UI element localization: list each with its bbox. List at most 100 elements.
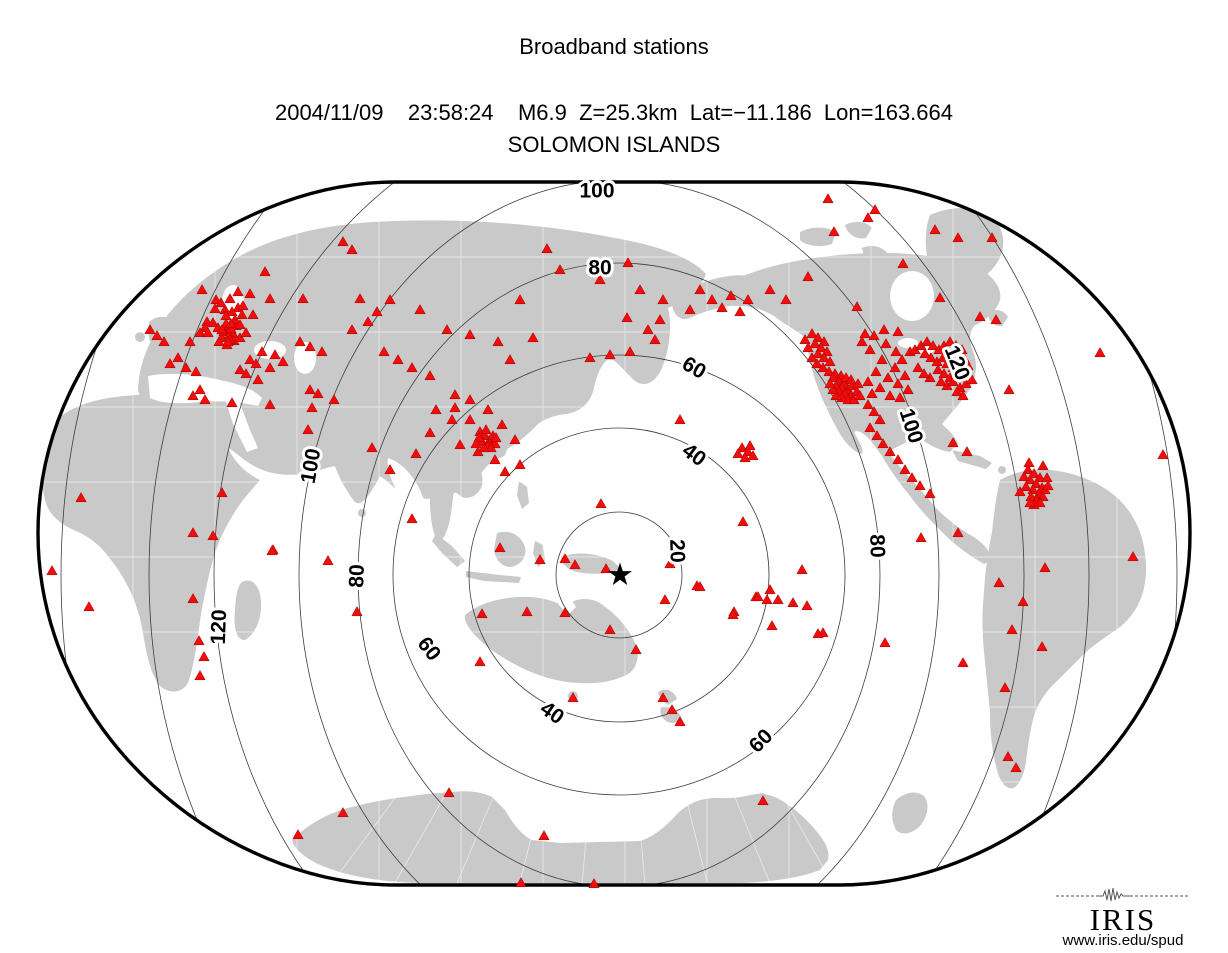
station-triangle: [694, 284, 706, 295]
station-triangle: [244, 288, 256, 299]
station-triangle: [812, 628, 824, 639]
station-triangle: [1022, 464, 1034, 475]
station-triangle: [874, 382, 886, 393]
station-triangle: [654, 314, 666, 325]
station-triangle: [485, 442, 497, 453]
station-triangle: [757, 795, 769, 806]
station-triangle: [924, 488, 936, 499]
iris-logo: IRIS www.iris.edu/spud: [1028, 887, 1218, 949]
landmass-sumatra: [432, 534, 465, 567]
station-triangle: [322, 555, 334, 566]
station-triangle: [918, 368, 930, 379]
station-triangle: [304, 341, 316, 352]
station-triangle: [1034, 472, 1046, 483]
station-triangle: [737, 516, 749, 527]
station-triangle: [897, 258, 909, 269]
contour-60: [392, 354, 846, 796]
station-triangle: [764, 584, 776, 595]
station-triangle: [297, 293, 309, 304]
station-triangle: [187, 593, 199, 604]
station-triangle: [277, 356, 289, 367]
station-triangle: [892, 454, 904, 465]
station-triangle: [896, 354, 908, 365]
iris-logo-text: IRIS: [1089, 902, 1157, 937]
station-triangle: [868, 406, 880, 417]
station-triangle: [492, 336, 504, 347]
station-triangle: [1018, 471, 1030, 482]
station-triangle: [787, 597, 799, 608]
station-triangle: [187, 390, 199, 401]
station-triangle: [993, 577, 1005, 588]
station-triangle: [986, 232, 998, 243]
distance-contours-layer: [60, 182, 1178, 885]
station-triangle: [264, 362, 276, 373]
station-triangle: [514, 459, 526, 470]
station-triangle: [630, 644, 642, 655]
station-triangle: [83, 601, 95, 612]
station-triangle: [244, 354, 256, 365]
station-triangle: [559, 607, 571, 618]
station-triangle: [604, 349, 616, 360]
station-triangle: [953, 372, 965, 383]
station-triangle: [304, 384, 316, 395]
station-triangle: [482, 404, 494, 415]
station-triangle: [944, 336, 956, 347]
event-info: 2004/11/09 23:58:24 M6.9 Z=25.3km Lat=−1…: [274, 100, 954, 125]
station-triangle: [410, 448, 422, 459]
station-triangle: [384, 294, 396, 305]
station-triangle: [180, 362, 192, 373]
station-triangle: [859, 328, 871, 339]
station-triangle: [1127, 551, 1139, 562]
station-triangle: [430, 404, 442, 415]
station-triangle: [812, 348, 824, 359]
station-triangle: [600, 563, 612, 574]
station-triangle: [328, 394, 340, 405]
station-triangle: [46, 565, 58, 576]
station-triangle: [811, 358, 823, 369]
station-triangle: [1014, 486, 1026, 497]
station-triangle: [446, 414, 458, 425]
station-triangle: [266, 545, 278, 556]
station-triangle: [742, 294, 754, 305]
station-triangle: [1094, 347, 1106, 358]
station-triangle: [384, 464, 396, 475]
contour-80: [357, 262, 881, 885]
contour-label: 40: [536, 697, 568, 729]
landmass-northamerica: [706, 252, 1001, 564]
contour-label: 120: [207, 609, 231, 645]
station-triangle: [237, 300, 249, 311]
station-triangle: [772, 594, 784, 605]
station-triangle: [914, 480, 926, 491]
station-triangle: [1028, 468, 1040, 479]
station-triangle: [744, 440, 756, 451]
station-triangle: [674, 414, 686, 425]
contour-label: 60: [413, 633, 446, 666]
station-triangle: [941, 358, 953, 369]
sea-mediterranean: [148, 373, 262, 406]
station-triangle: [824, 378, 836, 389]
station-triangle: [1039, 562, 1051, 573]
station-triangle: [801, 600, 813, 611]
station-triangle: [302, 424, 314, 435]
landmass-arctic-island-3: [862, 246, 888, 262]
station-triangle: [666, 704, 678, 715]
station-triangle: [354, 293, 366, 304]
seismogram-squiggle: [1056, 887, 1190, 902]
station-triangle: [892, 326, 904, 337]
station-triangle: [1023, 457, 1035, 468]
landmass-arctic-island-2: [845, 221, 872, 239]
station-triangle: [919, 348, 931, 359]
station-triangle: [659, 594, 671, 605]
landmass-philippines: [517, 481, 529, 509]
station-triangle: [884, 446, 896, 457]
station-triangle: [378, 346, 390, 357]
epicenter-layer: [608, 562, 632, 586]
sea-redsea: [226, 398, 258, 452]
station-triangle: [220, 310, 232, 321]
station-triangle: [541, 243, 553, 254]
station-triangle: [213, 336, 225, 347]
landmass-hispaniola: [998, 466, 1006, 474]
station-triangle: [337, 236, 349, 247]
station-triangle: [884, 390, 896, 401]
station-triangle: [869, 204, 881, 215]
